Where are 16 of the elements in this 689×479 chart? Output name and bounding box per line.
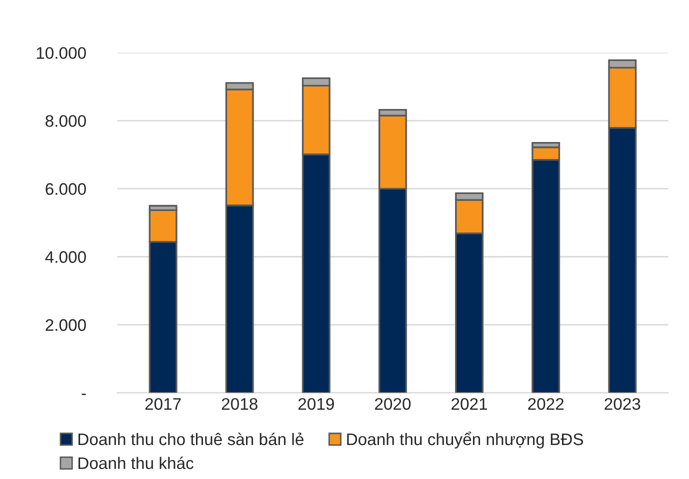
legend-label: Doanh thu cho thuê sàn bán lẻ [78, 432, 304, 446]
y-tick-label: 10.000 [36, 47, 86, 59]
legend-label: Doanh thu khác [78, 456, 194, 470]
y-tick-label: - [82, 394, 86, 396]
x-tick-label: 2022 [528, 398, 564, 410]
x-tick-label: 2017 [145, 398, 181, 410]
x-tick-label: 2020 [375, 398, 411, 410]
y-tick-label: 6.000 [46, 183, 86, 195]
y-tick-label: 2.000 [46, 319, 86, 331]
x-tick-label: 2023 [604, 398, 640, 410]
legend-label: Doanh thu chuyển nhượng BĐS [347, 432, 584, 448]
x-tick-label: 2019 [298, 398, 334, 410]
y-tick-label: 8.000 [46, 115, 86, 127]
x-tick-label: 2021 [452, 398, 488, 410]
x-tick-label: 2018 [222, 398, 258, 410]
y-tick-label: 4.000 [45, 251, 86, 263]
